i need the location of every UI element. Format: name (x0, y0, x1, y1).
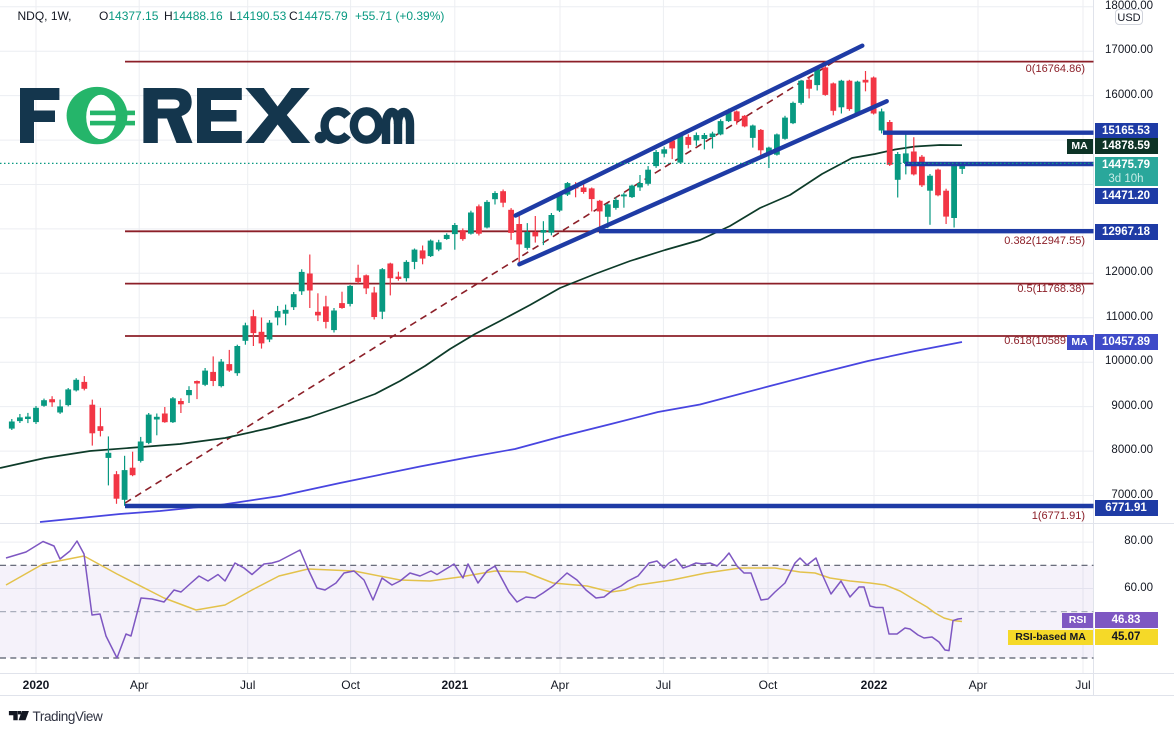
svg-text:TradingView: TradingView (33, 709, 104, 724)
